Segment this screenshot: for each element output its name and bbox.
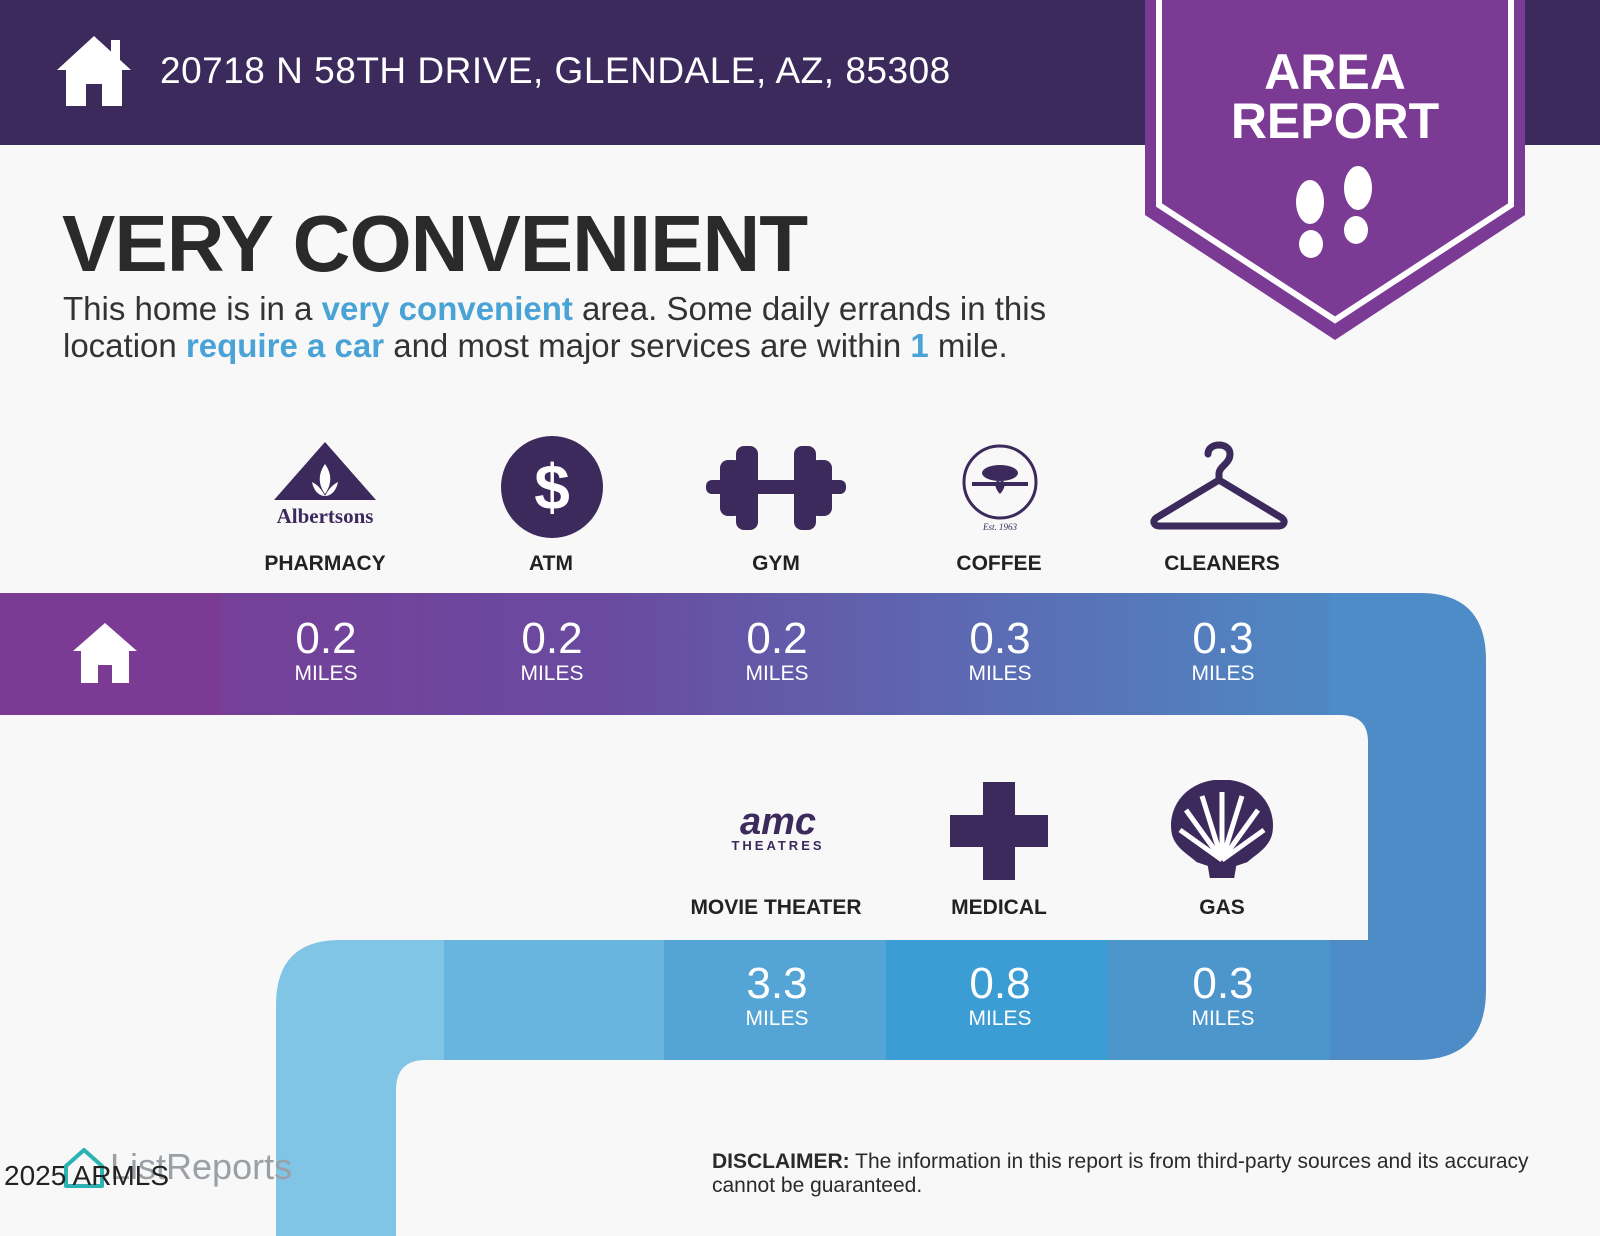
category-label-pharmacy: PHARMACY xyxy=(264,552,386,575)
route-home-icon xyxy=(73,623,137,683)
distance-unit: MILES xyxy=(745,662,809,685)
distance-unit: MILES xyxy=(1191,662,1255,685)
distance-unit: MILES xyxy=(968,1007,1032,1030)
medical-cross-icon xyxy=(950,782,1048,880)
distance-unit: MILES xyxy=(968,662,1032,685)
distance-cell-movie-theater: 3.3 MILES xyxy=(666,938,888,1060)
category-label-coffee: COFFEE xyxy=(956,552,1042,575)
disclaimer: DISCLAIMER: The information in this repo… xyxy=(712,1150,1552,1198)
badge-title-line2: REPORT xyxy=(1230,93,1440,149)
coffee-logo-est: Est. 1963 xyxy=(982,522,1018,532)
albertsons-logo: Albertsons xyxy=(274,442,376,528)
category-label-gym: GYM xyxy=(752,552,800,575)
distance-value: 0.3 xyxy=(1192,614,1254,663)
convenience-description: This home is in a very convenient area. … xyxy=(63,290,1047,364)
distance-value: 0.2 xyxy=(295,614,357,663)
distance-cell-gas: 0.3 MILES xyxy=(1112,938,1334,1060)
route-path xyxy=(0,593,1486,1236)
coffee-bean-tea-leaf-logo: Est. 1963 xyxy=(962,444,1038,532)
distance-value: 0.3 xyxy=(969,614,1031,663)
category-label-movie-theater: MOVIE THEATER xyxy=(690,896,862,919)
svg-text:$: $ xyxy=(534,451,570,523)
copyright-notice: 2025 ARMLS xyxy=(4,1160,169,1191)
distance-cell-atm: 0.2 MILES xyxy=(441,593,663,715)
distance-unit: MILES xyxy=(294,662,358,685)
distance-cell-medical: 0.8 MILES xyxy=(889,938,1111,1060)
home-icon xyxy=(57,36,131,106)
area-report-title: AREA REPORT xyxy=(1145,44,1525,149)
shell-logo xyxy=(1171,780,1273,878)
category-label-gas: GAS xyxy=(1199,896,1245,919)
amc-logo: amc THEATRES xyxy=(731,804,824,853)
badge-title-line1: AREA xyxy=(1264,44,1406,100)
convenience-headline: VERY CONVENIENT xyxy=(62,199,808,288)
property-address: 20718 N 58TH DRIVE, GLENDALE, AZ, 85308 xyxy=(160,50,951,91)
distance-unit: MILES xyxy=(1191,1007,1255,1030)
distance-value: 0.2 xyxy=(521,614,583,663)
amc-logo-text: amc xyxy=(740,804,816,843)
dumbbell-icon xyxy=(706,446,846,530)
listreports-logo-text: ListReports xyxy=(110,1146,293,1187)
distance-cell-coffee: 0.3 MILES xyxy=(889,593,1111,715)
distance-cell-cleaners: 0.3 MILES xyxy=(1112,593,1334,715)
category-label-medical: MEDICAL xyxy=(951,896,1047,919)
listreports-logo-icon xyxy=(64,1148,104,1188)
distance-cell-gym: 0.2 MILES xyxy=(666,593,888,715)
footprints-icon xyxy=(1296,166,1372,258)
distance-value: 3.3 xyxy=(746,959,808,1008)
distance-value: 0.2 xyxy=(746,614,808,663)
hanger-icon xyxy=(1150,441,1288,530)
category-label-cleaners: CLEANERS xyxy=(1164,552,1280,575)
distance-unit: MILES xyxy=(745,1007,809,1030)
disclaimer-text: The information in this report is from t… xyxy=(712,1150,1529,1197)
category-label-atm: ATM xyxy=(529,552,573,575)
disclaimer-label: DISCLAIMER: xyxy=(712,1150,850,1173)
amc-logo-sub: THEATRES xyxy=(731,838,824,853)
distance-value: 0.8 xyxy=(969,959,1031,1008)
distance-unit: MILES xyxy=(520,662,584,685)
dollar-icon: $ xyxy=(501,436,603,538)
albertsons-logo-text: Albertsons xyxy=(277,504,374,528)
distance-cell-pharmacy: 0.2 MILES xyxy=(215,593,437,715)
area-report-badge xyxy=(1145,0,1525,340)
distance-value: 0.3 xyxy=(1192,959,1254,1008)
